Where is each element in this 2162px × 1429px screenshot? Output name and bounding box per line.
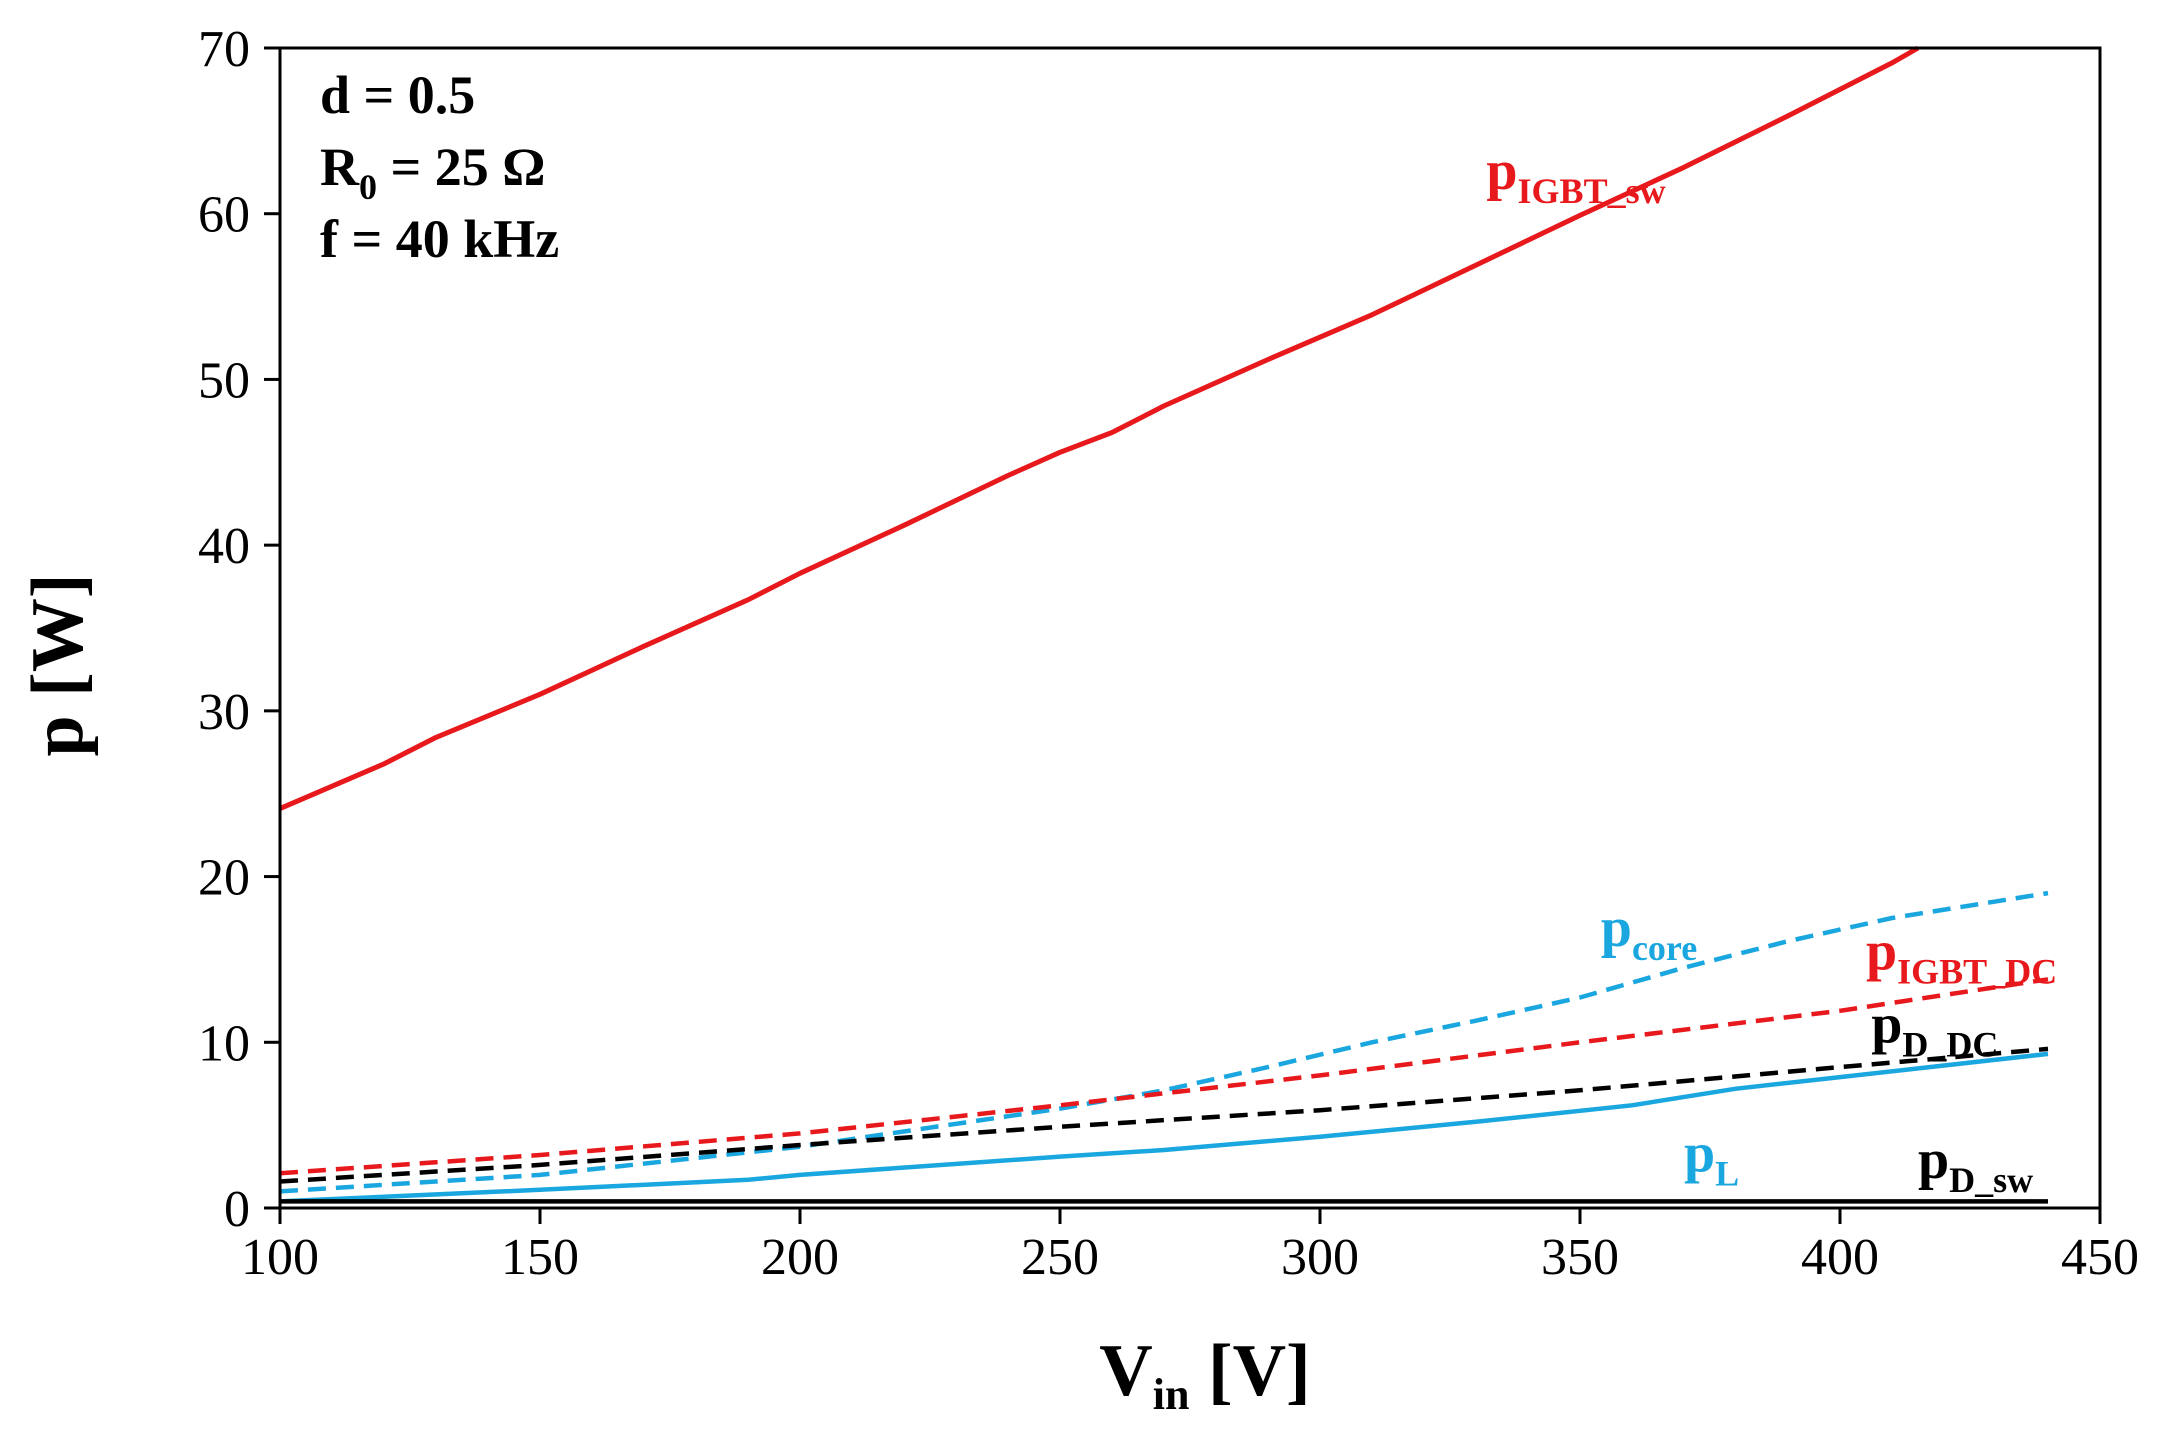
annotation-resistance: R0 = 25 Ω <box>320 137 546 207</box>
series-label-p-igbt-dc: pIGBT_DC <box>1866 920 2057 991</box>
series-label-p-l: pL <box>1684 1123 1739 1194</box>
annotation-frequency: f = 40 kHz <box>320 209 559 269</box>
y-tick-label-30: 30 <box>198 684 250 741</box>
x-axis-title: Vin [V] <box>1099 1330 1310 1419</box>
y-tick-label-20: 20 <box>198 850 250 907</box>
series-label-p-d-sw: pD_sw <box>1918 1129 2033 1200</box>
annotation-duty-cycle: d = 0.5 <box>320 65 475 125</box>
series-line-p-d-dc <box>279 1046 2049 1184</box>
x-tick-label-150: 150 <box>501 1229 579 1286</box>
annotation-box: d = 0.5 R0 = 25 Ω f = 40 kHz <box>320 65 559 269</box>
x-tick-label-350: 350 <box>1541 1229 1619 1286</box>
x-tick-label-450: 450 <box>2061 1229 2139 1286</box>
y-axis-title: p [W] <box>17 574 99 757</box>
x-tick-label-400: 400 <box>1801 1229 1879 1286</box>
x-tick-label-250: 250 <box>1021 1229 1099 1286</box>
x-tick-label-200: 200 <box>761 1229 839 1286</box>
series-label-p-d-dc: pD_DC <box>1871 993 1998 1064</box>
plot-area-frame <box>278 46 2102 1210</box>
series-line-p-igbt-sw <box>279 45 1920 811</box>
x-tick-label-100: 100 <box>241 1229 319 1286</box>
axis-ticks: 100 150 200 250 300 350 400 450 0 10 20 30 40 50 60 70 <box>198 21 2139 1286</box>
y-tick-label-0: 0 <box>224 1181 250 1238</box>
series-layer <box>279 45 2049 1204</box>
y-tick-label-60: 60 <box>198 187 250 244</box>
series-line-p-igbt-dc <box>279 977 2049 1176</box>
series-label-p-igbt-sw: pIGBT_sw <box>1486 140 1665 211</box>
y-tick-label-70: 70 <box>198 21 250 78</box>
series-label-p-core: pcore <box>1601 897 1697 968</box>
series-line-p-l <box>279 1051 2049 1204</box>
x-tick-label-300: 300 <box>1281 1229 1359 1286</box>
y-tick-label-10: 10 <box>198 1015 250 1072</box>
y-tick-label-50: 50 <box>198 352 250 409</box>
series-line-p-core <box>279 890 2049 1194</box>
y-tick-label-40: 40 <box>198 518 250 575</box>
